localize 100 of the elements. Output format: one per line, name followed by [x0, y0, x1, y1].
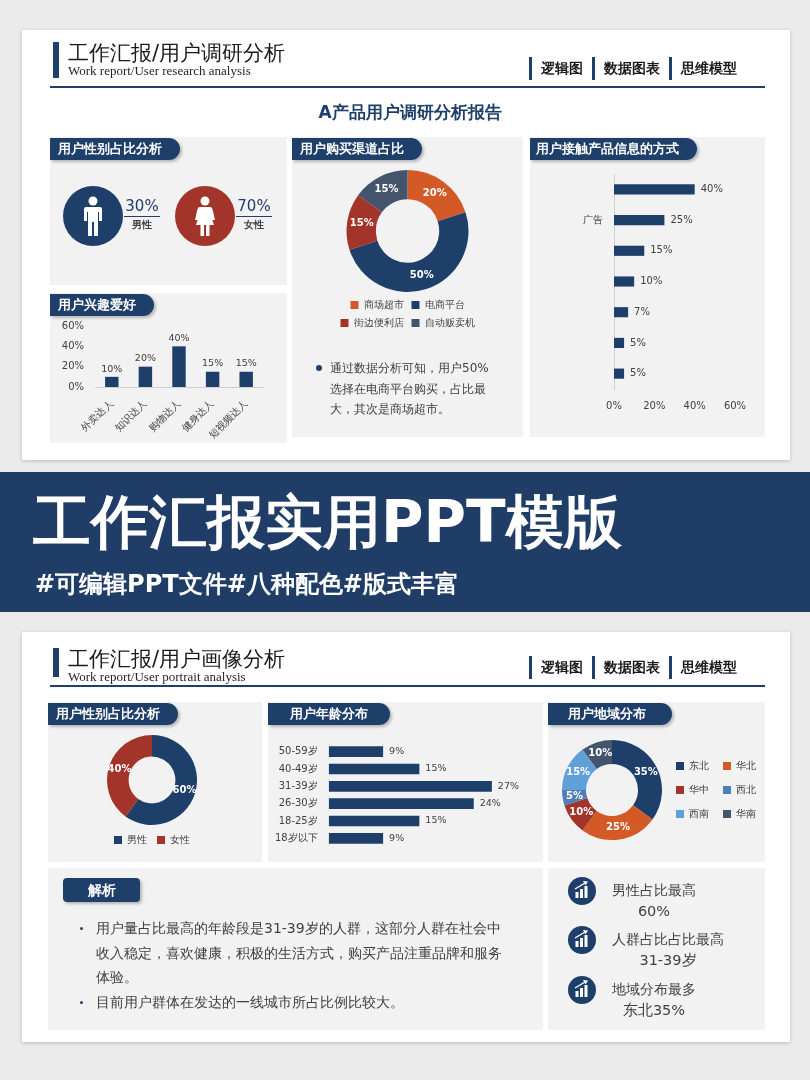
- text: 通过数据分析可知，用户50%选择在电商平台购买，占比最大，其次是商场超市。: [330, 360, 490, 418]
- bar: [328, 780, 492, 792]
- text: 数据图表: [604, 59, 660, 78]
- bar: [614, 276, 635, 287]
- data-label: 15%: [374, 183, 399, 195]
- text: 目前用户群体在发达的一线城市所占比例比较大。: [96, 992, 405, 1012]
- legend-label: 男性: [127, 833, 147, 845]
- text: 男性: [131, 218, 153, 232]
- data-label: 15%: [235, 357, 257, 369]
- bar: [328, 763, 420, 775]
- text: Work report/User portrait analysis: [68, 669, 246, 684]
- y-tick-label: 40%: [61, 339, 84, 351]
- text: 工作汇报/用户调研分析: [68, 40, 286, 66]
- legend-label: 街边便利店: [353, 316, 404, 328]
- data-label: 24%: [479, 797, 501, 809]
- data-label: 27%: [497, 779, 519, 791]
- data-label: 10%: [640, 275, 663, 287]
- bar: [614, 245, 645, 256]
- text: 70%: [236, 197, 272, 217]
- y-tick-label: 60%: [61, 319, 84, 331]
- y-tick-label: 40-49岁: [278, 762, 318, 774]
- text: 思维模型: [681, 59, 737, 78]
- bar: [105, 376, 119, 387]
- bar: [614, 184, 695, 195]
- x-tick-label: 40%: [683, 399, 706, 411]
- chart-title: 用户接触产品信息的方式: [530, 138, 697, 160]
- text: 60%: [636, 902, 672, 921]
- legend-label: 东北: [689, 759, 709, 771]
- text: 用户性别占比分析: [50, 138, 180, 160]
- bar: [614, 337, 625, 348]
- bar: [614, 307, 629, 318]
- chart-title: 用户年龄分布: [268, 703, 390, 725]
- data-label: 40%: [168, 332, 190, 344]
- data-label: 35%: [633, 766, 658, 778]
- y-tick-label: 26-30岁: [278, 797, 318, 809]
- legend-label: 华南: [736, 807, 756, 819]
- text: 女性: [243, 218, 265, 232]
- data-label: 50%: [409, 268, 434, 280]
- data-label: 25%: [670, 213, 693, 225]
- text: 东北35%: [621, 1001, 687, 1020]
- data-label: 15%: [566, 766, 591, 778]
- data-label: 9%: [389, 831, 405, 843]
- y-tick-label: 18-25岁: [278, 814, 318, 826]
- text: A产品用户调研分析报告: [318, 102, 502, 122]
- chart-title: 用户兴趣爱好: [50, 294, 154, 316]
- text: 思维模型: [681, 658, 737, 677]
- data-label: 20%: [134, 352, 156, 364]
- data-label: 40%: [107, 763, 132, 775]
- bar: [172, 346, 186, 387]
- data-label: 10%: [101, 362, 123, 374]
- data-label: 15%: [650, 244, 673, 256]
- text: 用户量占比最高的年龄段是31-39岁的人群，这部分人群在社会中收入稳定，喜欢健康，积极的生活方式，购买产品注重品牌和服务体验。: [96, 919, 503, 987]
- legend-label: 商场超市: [363, 298, 404, 310]
- chart-title: 用户性别占比分析: [48, 703, 178, 725]
- bar: [328, 832, 384, 844]
- text: 30%: [124, 197, 160, 217]
- text: 工作汇报实用PPT模版: [33, 487, 622, 557]
- text: 工作汇报/用户画像分析: [68, 646, 286, 672]
- y-tick-label: 20%: [61, 360, 84, 372]
- data-label: 7%: [634, 305, 650, 317]
- bar: [614, 215, 665, 226]
- bar: [328, 798, 474, 810]
- data-label: 40%: [700, 182, 723, 194]
- text: 31-39岁: [638, 951, 698, 970]
- legend-label: 华北: [736, 759, 756, 771]
- text: 逻辑图: [541, 658, 583, 677]
- y-tick-label: 18岁以下: [274, 831, 318, 843]
- data-label: 5%: [565, 789, 583, 801]
- data-label: 15%: [425, 814, 447, 826]
- legend-label: 自动贩卖机: [424, 316, 475, 328]
- text: #可编辑PPT文件#八种配色#版式丰富: [35, 569, 459, 599]
- y-tick-label: 广告: [583, 213, 603, 225]
- legend-label: 华中: [689, 783, 709, 795]
- text: 逻辑图: [541, 59, 583, 78]
- text: 地域分布最多: [612, 980, 696, 999]
- chart-title: 用户地域分布: [548, 703, 672, 725]
- text: 数据图表: [604, 658, 660, 677]
- data-label: 20%: [422, 187, 447, 199]
- y-tick-label: 31-39岁: [278, 779, 318, 791]
- y-tick-label: 50-59岁: [278, 745, 318, 757]
- bar: [328, 746, 384, 758]
- data-label: 15%: [202, 357, 224, 369]
- legend-label: 西北: [736, 783, 756, 795]
- bar: [328, 815, 420, 827]
- data-label: 10%: [588, 747, 613, 759]
- legend-label: 女性: [170, 833, 190, 845]
- bar: [239, 371, 253, 387]
- text: 人群占比占比最高: [612, 930, 724, 949]
- bar: [138, 366, 153, 387]
- text: 解析: [63, 878, 140, 902]
- legend-label: 电商平台: [424, 298, 465, 310]
- text: 男性占比最高: [612, 881, 696, 900]
- data-label: 15%: [349, 217, 374, 229]
- data-label: 5%: [630, 336, 646, 348]
- data-label: 10%: [569, 805, 594, 817]
- x-tick-label: 20%: [643, 399, 666, 411]
- bar: [205, 371, 220, 387]
- bar: [614, 368, 625, 379]
- y-tick-label: 0%: [68, 380, 84, 392]
- text: Work report/User research analysis: [68, 63, 251, 78]
